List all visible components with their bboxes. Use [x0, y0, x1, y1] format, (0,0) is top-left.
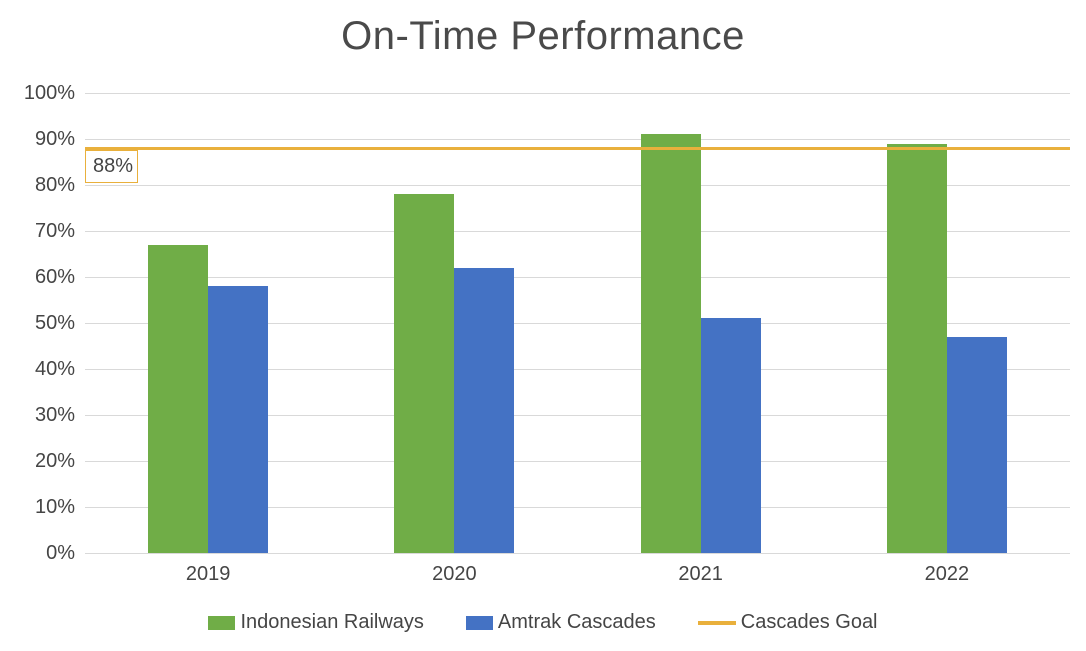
legend-goal-line-icon	[697, 620, 736, 625]
y-axis-tick-label: 10%	[34, 496, 75, 518]
legend-label: Indonesian Railways	[240, 611, 424, 633]
y-axis-tick-label: 60%	[34, 266, 75, 288]
goal-line	[85, 146, 1070, 150]
plot-area: 88%	[85, 92, 1070, 554]
bar-indonesian-railways-2022	[886, 143, 947, 553]
bar-indonesian-railways-2019	[148, 244, 209, 553]
y-axis-tick-label: 40%	[34, 358, 75, 380]
y-axis-tick-label: 0%	[46, 542, 75, 564]
legend: Indonesian Railways Amtrak Cascades Cascad…	[0, 611, 1086, 634]
gridline-50	[85, 322, 1070, 324]
legend-item-cascades-goal: Cascades Goal	[697, 611, 878, 634]
gridline-60	[85, 276, 1070, 278]
gridline-10	[85, 506, 1070, 508]
bar-indonesian-railways-2020	[394, 194, 455, 553]
x-axis-label-2022: 2022	[924, 563, 970, 585]
y-axis-tick-label: 30%	[34, 404, 75, 426]
legend-label: Amtrak Cascades	[497, 611, 656, 633]
y-axis-tick-label: 100%	[23, 82, 75, 104]
legend-swatch-icon	[208, 615, 236, 630]
gridline-90	[85, 138, 1070, 140]
chart-title: On-Time Performance	[341, 14, 745, 58]
gridline-30	[85, 414, 1070, 416]
gridline-20	[85, 460, 1070, 462]
gridline-40	[85, 368, 1070, 370]
legend-label: Cascades Goal	[740, 611, 878, 633]
legend-item-amtrak-cascades: Amtrak Cascades	[465, 611, 656, 634]
gridline-70	[85, 230, 1070, 232]
bar-amtrak-cascades-2022	[946, 336, 1007, 553]
goal-value-label: 88%	[85, 150, 138, 184]
bar-amtrak-cascades-2021	[700, 318, 761, 553]
bar-amtrak-cascades-2019	[208, 286, 269, 553]
gridline-80	[85, 184, 1070, 186]
bar-amtrak-cascades-2020	[454, 267, 515, 553]
bar-indonesian-railways-2021	[640, 134, 701, 553]
y-axis-tick-label: 70%	[34, 220, 75, 242]
x-axis-label-2019: 2019	[185, 563, 231, 585]
legend-item-indonesian-railways: Indonesian Railways	[208, 611, 424, 634]
y-axis-tick-label: 20%	[34, 450, 75, 472]
gridline-0	[85, 552, 1070, 554]
y-axis-tick-label: 90%	[34, 128, 75, 150]
y-axis-tick-label: 80%	[34, 174, 75, 196]
y-axis-tick-label: 50%	[34, 312, 75, 334]
x-axis-label-2020: 2020	[432, 563, 477, 585]
legend-swatch-icon	[465, 615, 493, 630]
x-axis-label-2021: 2021	[678, 563, 723, 585]
gridline-100	[85, 92, 1070, 94]
